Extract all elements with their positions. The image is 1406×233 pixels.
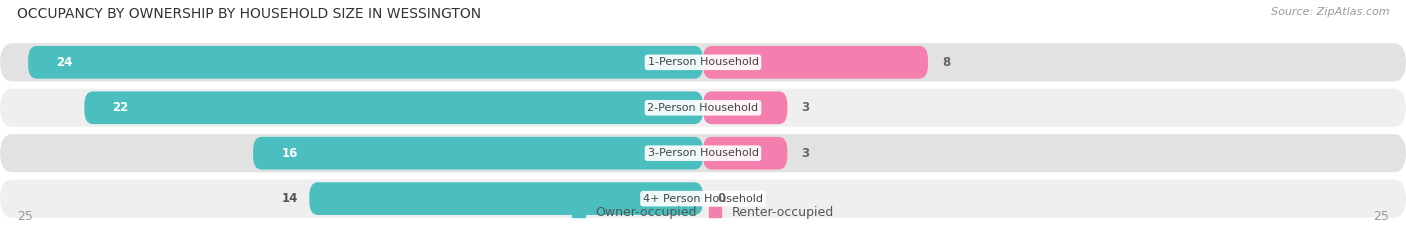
FancyBboxPatch shape — [84, 91, 703, 124]
Text: Source: ZipAtlas.com: Source: ZipAtlas.com — [1271, 7, 1389, 17]
Text: 22: 22 — [112, 101, 129, 114]
Text: 4+ Person Household: 4+ Person Household — [643, 194, 763, 204]
FancyBboxPatch shape — [0, 89, 1406, 127]
Legend: Owner-occupied, Renter-occupied: Owner-occupied, Renter-occupied — [568, 201, 838, 224]
Text: 0: 0 — [717, 192, 725, 205]
Text: OCCUPANCY BY OWNERSHIP BY HOUSEHOLD SIZE IN WESSINGTON: OCCUPANCY BY OWNERSHIP BY HOUSEHOLD SIZE… — [17, 7, 481, 21]
FancyBboxPatch shape — [703, 137, 787, 170]
Text: 2-Person Household: 2-Person Household — [647, 103, 759, 113]
FancyBboxPatch shape — [28, 46, 703, 79]
FancyBboxPatch shape — [253, 137, 703, 170]
FancyBboxPatch shape — [0, 43, 1406, 81]
Text: 14: 14 — [281, 192, 298, 205]
FancyBboxPatch shape — [0, 134, 1406, 172]
Text: 3-Person Household: 3-Person Household — [648, 148, 758, 158]
Text: 8: 8 — [942, 56, 950, 69]
Text: 16: 16 — [281, 147, 298, 160]
Text: 25: 25 — [17, 210, 32, 223]
FancyBboxPatch shape — [0, 180, 1406, 218]
FancyBboxPatch shape — [703, 91, 787, 124]
FancyBboxPatch shape — [703, 46, 928, 79]
Text: 3: 3 — [801, 147, 810, 160]
FancyBboxPatch shape — [309, 182, 703, 215]
Text: 1-Person Household: 1-Person Household — [648, 57, 758, 67]
Text: 3: 3 — [801, 101, 810, 114]
Text: 24: 24 — [56, 56, 73, 69]
Text: 25: 25 — [1374, 210, 1389, 223]
